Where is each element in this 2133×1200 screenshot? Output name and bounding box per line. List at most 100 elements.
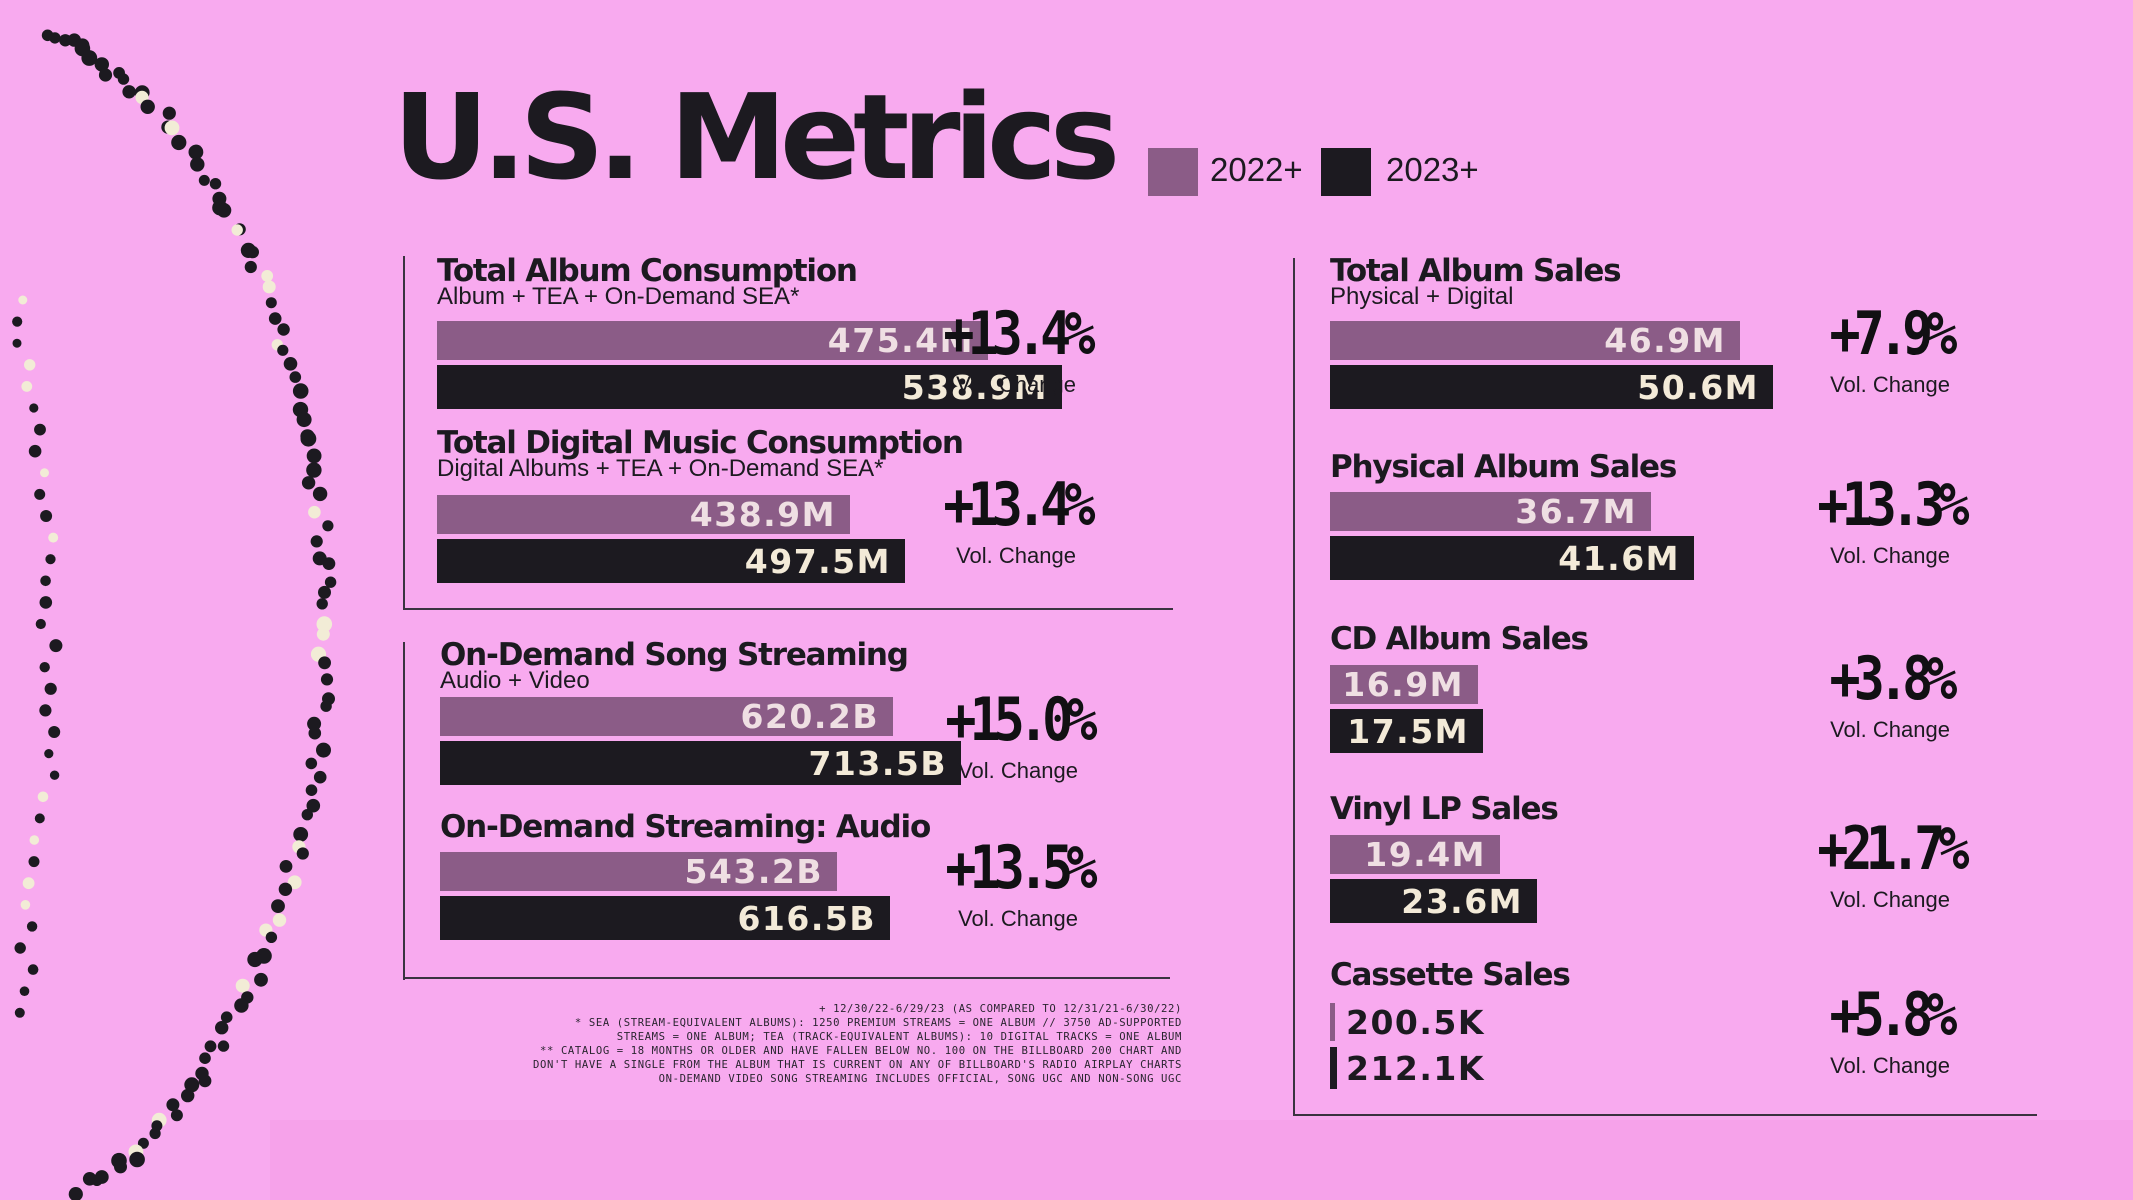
decor-dot: [308, 726, 322, 740]
bar-value-label-2022: 19.4M: [1364, 835, 1486, 874]
decor-dot: [217, 1040, 230, 1052]
decor-dot: [313, 770, 327, 784]
decor-dot: [296, 847, 309, 860]
metric-title: Total Album Consumption: [437, 253, 858, 289]
decor-dot: [310, 535, 323, 548]
metric-title: Physical Album Sales: [1330, 449, 1677, 485]
decor-dot: [307, 716, 322, 731]
decor-dot: [39, 704, 52, 717]
bar-value-label-2023: 17.5M: [1347, 711, 1469, 751]
decor-dot: [94, 57, 110, 72]
decor-dot: [287, 875, 302, 890]
decor-dot: [292, 383, 309, 399]
decor-dot: [35, 618, 46, 630]
decor-dot: [318, 656, 331, 670]
bar-value-label-2023: 23.6M: [1401, 881, 1523, 921]
bar-value-label-2022: 200.5K: [1346, 1002, 1485, 1042]
decor-dot: [305, 784, 318, 796]
decor-dot: [129, 1151, 145, 1168]
decor-dot: [231, 224, 243, 236]
decor-dot: [244, 260, 257, 274]
legend-label-2022: 2022+: [1210, 151, 1303, 188]
bar-2022: 200.5K: [1330, 1003, 1483, 1042]
volume-change-label: Vol. Change: [956, 543, 1076, 568]
volume-change: +15.0% Vol. Change: [928, 688, 1108, 784]
bar-value-label-2023: 538.9M: [901, 367, 1048, 407]
bar-value-label-2023: 713.5B: [808, 743, 947, 783]
footnote-line: ON-DEMAND VIDEO SONG STREAMING INCLUDES …: [658, 1073, 1182, 1085]
decor-dot: [27, 964, 39, 975]
panel-frame-left: [403, 642, 405, 980]
volume-change-value: +13.5%: [945, 833, 1097, 903]
decor-dot: [234, 998, 249, 1013]
decor-dot: [322, 557, 336, 570]
decor-dot: [271, 899, 285, 913]
decor-dot: [184, 1077, 200, 1093]
decor-dot: [247, 951, 263, 968]
volume-change-label: Vol. Change: [1830, 372, 1950, 397]
footnotes: + 12/30/22-6/29/23 (AS COMPARED TO 12/31…: [420, 1002, 1182, 1086]
decor-dot: [301, 809, 313, 821]
volume-change-value: +5.8%: [1829, 980, 1958, 1050]
bar-value-label-2023: 497.5M: [744, 541, 891, 581]
decor-dot: [149, 1127, 161, 1140]
decor-dot: [18, 295, 28, 305]
decor-dot: [204, 1040, 217, 1053]
decor-dot: [277, 323, 290, 336]
decor-dot: [49, 770, 60, 780]
bar-value-label-2022: 475.4M: [827, 321, 974, 360]
decor-dot: [216, 203, 232, 218]
decor-dot: [265, 931, 278, 943]
decor-dot: [190, 144, 203, 158]
metric-title: On-Demand Song Streaming: [440, 637, 909, 673]
decor-dot: [198, 1074, 212, 1088]
decor-dot: [261, 270, 274, 282]
decor-dot: [272, 913, 287, 927]
decor-dot: [318, 585, 331, 599]
panel-frame-bottom: [403, 608, 1173, 610]
decor-dot: [44, 682, 57, 695]
decor-dot: [48, 726, 61, 738]
decor-dot: [262, 280, 276, 294]
decor-dot: [82, 1172, 97, 1186]
decor-dot: [49, 639, 63, 653]
decor-dot: [12, 316, 23, 327]
decor-dot: [306, 448, 322, 464]
decor-dot: [40, 468, 49, 478]
bar-value-label-2022: 36.7M: [1515, 492, 1637, 531]
legend-swatch-2022: [1148, 148, 1198, 196]
volume-change-value: +3.8%: [1829, 644, 1958, 714]
decor-dot: [283, 357, 298, 371]
decor-dot: [246, 245, 259, 259]
decor-dot: [316, 627, 330, 641]
decor-dot: [265, 297, 277, 309]
bar-2023: 538.9M: [437, 365, 1062, 409]
bar-2022: 475.4M: [437, 321, 988, 360]
bar-2022: 46.9M: [1330, 321, 1740, 360]
decor-dot: [29, 403, 39, 413]
volume-change: +13.4% Vol. Change: [926, 302, 1106, 398]
bar-2023: 212.1K: [1330, 1047, 1483, 1089]
decor-dot: [166, 1098, 180, 1112]
bar-value-label-2023: 616.5B: [737, 898, 876, 938]
decor-dot: [254, 972, 268, 987]
bar-value-label-2022: 16.9M: [1342, 665, 1464, 704]
decor-dot: [24, 359, 36, 371]
bar-value-label-2022: 620.2B: [740, 697, 879, 736]
volume-change-value: +7.9%: [1829, 299, 1958, 369]
decor-dot: [215, 1020, 229, 1035]
metric-title: Total Album Sales: [1330, 253, 1622, 289]
decor-dot: [198, 174, 210, 186]
decor-dot: [301, 476, 316, 490]
bar-value-label-2022: 46.9M: [1604, 321, 1726, 360]
metric-title: Total Digital Music Consumption: [437, 425, 964, 461]
decor-dot: [190, 157, 205, 172]
decor-dot: [300, 430, 317, 447]
metric-subtitle: Audio + Video: [440, 667, 590, 694]
volume-change-label: Vol. Change: [956, 372, 1076, 397]
decor-dot: [277, 344, 289, 356]
volume-change: +3.8% Vol. Change: [1800, 647, 1980, 743]
decor-dot: [34, 488, 46, 500]
bar-2023: 616.5B: [440, 896, 890, 940]
decor-dot: [20, 900, 31, 910]
